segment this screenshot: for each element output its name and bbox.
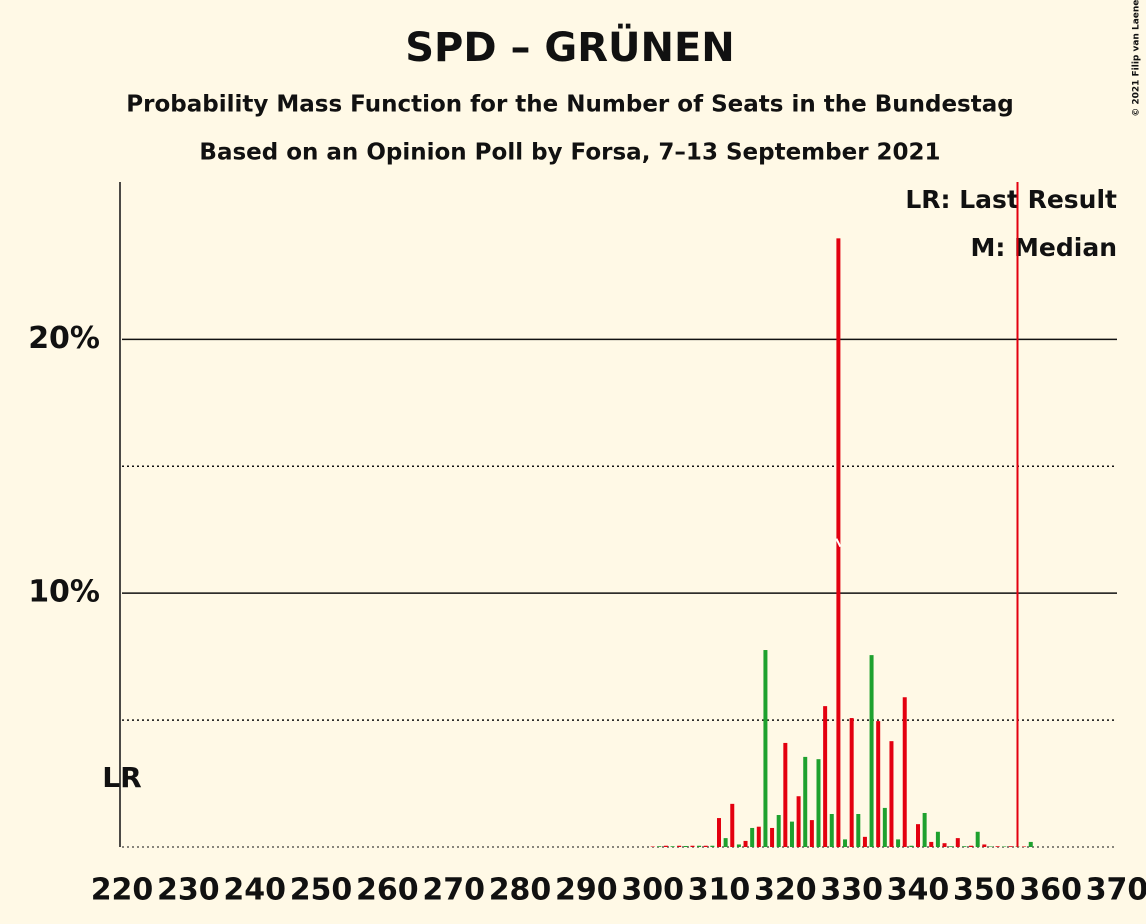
bar bbox=[982, 844, 987, 847]
x-tick-label: 370 bbox=[1086, 873, 1146, 908]
x-tick-label: 320 bbox=[754, 873, 817, 908]
x-tick-label: 290 bbox=[555, 873, 618, 908]
bar bbox=[677, 845, 682, 847]
bar bbox=[962, 846, 967, 847]
bar bbox=[988, 846, 993, 847]
bar bbox=[783, 742, 788, 847]
x-tick-label: 330 bbox=[820, 873, 883, 908]
bar bbox=[909, 845, 914, 847]
x-tick-label: 310 bbox=[688, 873, 751, 908]
bar bbox=[663, 845, 668, 847]
bar bbox=[743, 840, 748, 847]
bar bbox=[697, 845, 702, 847]
x-tick-label: 360 bbox=[1019, 873, 1082, 908]
x-tick-label: 340 bbox=[887, 873, 950, 908]
bar bbox=[975, 831, 980, 847]
bar bbox=[823, 706, 828, 847]
bar bbox=[803, 756, 808, 847]
bar bbox=[949, 846, 954, 847]
bar bbox=[876, 721, 881, 847]
bar bbox=[789, 821, 794, 847]
bar bbox=[690, 845, 695, 847]
bar bbox=[896, 839, 901, 847]
x-tick-label: 270 bbox=[422, 873, 485, 908]
bar bbox=[1002, 846, 1007, 847]
bar bbox=[809, 820, 814, 847]
x-tick-label: 240 bbox=[223, 873, 286, 908]
bar bbox=[829, 814, 834, 847]
copyright: © 2021 Filip van Laenen bbox=[1132, 0, 1142, 117]
bar bbox=[1022, 846, 1027, 847]
bar bbox=[1008, 846, 1013, 847]
y-tick-label: 20% bbox=[28, 321, 100, 356]
bar bbox=[710, 845, 715, 847]
bar bbox=[849, 718, 854, 847]
bar bbox=[756, 826, 761, 847]
bar bbox=[942, 843, 947, 847]
x-tick-label: 250 bbox=[290, 873, 353, 908]
subtitle: Based on an Opinion Poll by Forsa, 7–13 … bbox=[199, 140, 940, 166]
bar bbox=[703, 845, 708, 847]
bar bbox=[935, 831, 940, 847]
bar bbox=[882, 807, 887, 847]
bar bbox=[796, 796, 801, 847]
bar bbox=[650, 846, 655, 847]
x-tick-label: 220 bbox=[91, 873, 154, 908]
bar bbox=[889, 741, 894, 847]
bar bbox=[856, 814, 861, 847]
bar bbox=[862, 836, 867, 847]
bar bbox=[776, 815, 781, 847]
x-tick-label: 350 bbox=[953, 873, 1016, 908]
y-tick-label: 10% bbox=[28, 575, 100, 610]
bar bbox=[816, 759, 821, 847]
bar bbox=[955, 838, 960, 847]
bar bbox=[730, 803, 735, 847]
median-marker bbox=[835, 538, 842, 548]
legend-entry: M: Median bbox=[970, 233, 1117, 262]
bar bbox=[929, 841, 934, 847]
bar bbox=[969, 845, 974, 847]
bar bbox=[723, 838, 728, 847]
x-tick-label: 280 bbox=[489, 873, 552, 908]
bar bbox=[717, 818, 721, 847]
legend-entry: LR: Last Result bbox=[905, 185, 1117, 214]
bar bbox=[750, 827, 755, 847]
bar bbox=[916, 824, 920, 847]
bar bbox=[995, 846, 1000, 847]
bar bbox=[657, 846, 662, 847]
x-tick-label: 300 bbox=[621, 873, 684, 908]
bar bbox=[736, 844, 741, 847]
bar bbox=[1028, 841, 1033, 847]
x-tick-label: 230 bbox=[157, 873, 220, 908]
lr-label: LR bbox=[102, 761, 141, 794]
chart-title: SPD – GRÜNEN bbox=[405, 23, 735, 71]
subtitle: Probability Mass Function for the Number… bbox=[126, 92, 1013, 118]
bar bbox=[763, 650, 768, 847]
bar bbox=[843, 839, 848, 847]
x-tick-label: 260 bbox=[356, 873, 419, 908]
bar bbox=[670, 846, 675, 847]
bar bbox=[869, 655, 874, 847]
bar bbox=[922, 812, 927, 847]
bar bbox=[902, 697, 907, 847]
bar bbox=[770, 827, 775, 847]
bar bbox=[683, 845, 688, 847]
